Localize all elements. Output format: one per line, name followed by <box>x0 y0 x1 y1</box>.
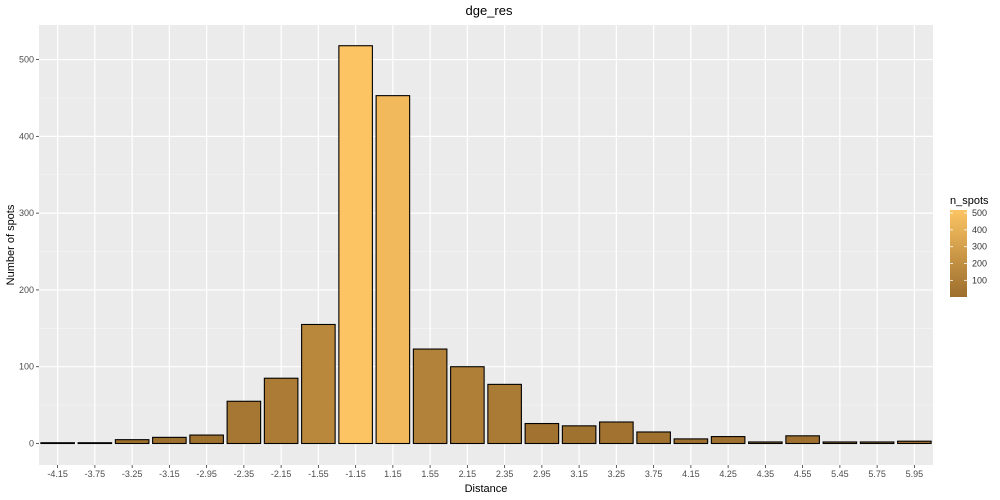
bar <box>897 440 932 445</box>
x-tick-label: 2.15 <box>459 469 477 479</box>
bar <box>338 45 373 445</box>
bar <box>152 436 187 445</box>
x-tick-label: -3.25 <box>122 469 143 479</box>
x-tick-label: -1.55 <box>308 469 329 479</box>
chart-title: dge_res <box>466 3 513 18</box>
plot-area: 0 100 200 300 400 500 -4.15 -3.75 -3.25 -3.15 -2.9… <box>19 25 933 479</box>
x-tick-label: 2.35 <box>496 469 514 479</box>
x-tick-label: -2.35 <box>234 469 255 479</box>
bar <box>189 434 224 445</box>
x-axis-title: Distance <box>465 483 508 495</box>
x-tick-label: 4.35 <box>757 469 775 479</box>
legend-colorbar <box>950 210 967 297</box>
legend-tick-label: 100 <box>972 275 987 285</box>
x-tick-label: 1.55 <box>421 469 439 479</box>
x-tick-label: 4.55 <box>794 469 812 479</box>
bar <box>859 441 895 445</box>
legend: n_spots 100 200 300 400 500 <box>950 195 989 297</box>
legend-tick-label: 200 <box>972 259 987 269</box>
x-tick-label: -4.15 <box>47 469 68 479</box>
bar <box>40 442 75 445</box>
bar <box>785 435 820 445</box>
bar <box>450 366 485 445</box>
y-tick-label: 400 <box>19 131 34 141</box>
bar <box>226 400 262 445</box>
y-tick-label: 100 <box>19 362 34 372</box>
bar <box>487 383 522 445</box>
x-tick-label: -3.75 <box>85 469 106 479</box>
legend-title: n_spots <box>950 195 989 207</box>
y-axis-title: Number of spots <box>5 204 17 285</box>
legend-tick-label: 300 <box>972 242 987 252</box>
x-tick-label: -2.95 <box>196 469 217 479</box>
x-tick-label: -2.15 <box>271 469 292 479</box>
x-tick-label: -1.15 <box>345 469 366 479</box>
bar <box>748 441 783 445</box>
x-tick-label: 3.15 <box>570 469 588 479</box>
bar <box>263 377 299 445</box>
bar <box>636 431 671 445</box>
x-tick-label: -3.15 <box>159 469 180 479</box>
plot-panel <box>39 25 933 465</box>
bar <box>599 421 634 445</box>
x-tick-label: 4.15 <box>682 469 700 479</box>
y-tick-label: 500 <box>19 55 34 65</box>
bar <box>375 95 411 445</box>
legend-tick-label: 500 <box>972 208 987 218</box>
bar <box>77 442 113 445</box>
bar <box>301 323 336 445</box>
x-tick-label: 3.25 <box>608 469 626 479</box>
bar <box>822 441 858 445</box>
y-tick-label: 300 <box>19 208 34 218</box>
bar <box>114 439 150 445</box>
y-tick-label: 200 <box>19 285 34 295</box>
x-tick-label: 3.75 <box>645 469 663 479</box>
legend-tick-label: 400 <box>972 225 987 235</box>
x-tick-label: 1.15 <box>384 469 402 479</box>
bar <box>673 438 709 445</box>
bar <box>412 348 448 445</box>
x-tick-label: 5.75 <box>868 469 886 479</box>
bar <box>710 436 746 445</box>
y-tick-label: 0 <box>29 438 34 448</box>
x-tick-label: 4.25 <box>719 469 737 479</box>
bar <box>524 422 560 445</box>
x-tick-label: 5.45 <box>831 469 849 479</box>
x-tick-label: 5.95 <box>906 469 924 479</box>
x-tick-label: 2.95 <box>533 469 551 479</box>
bar <box>561 425 597 445</box>
